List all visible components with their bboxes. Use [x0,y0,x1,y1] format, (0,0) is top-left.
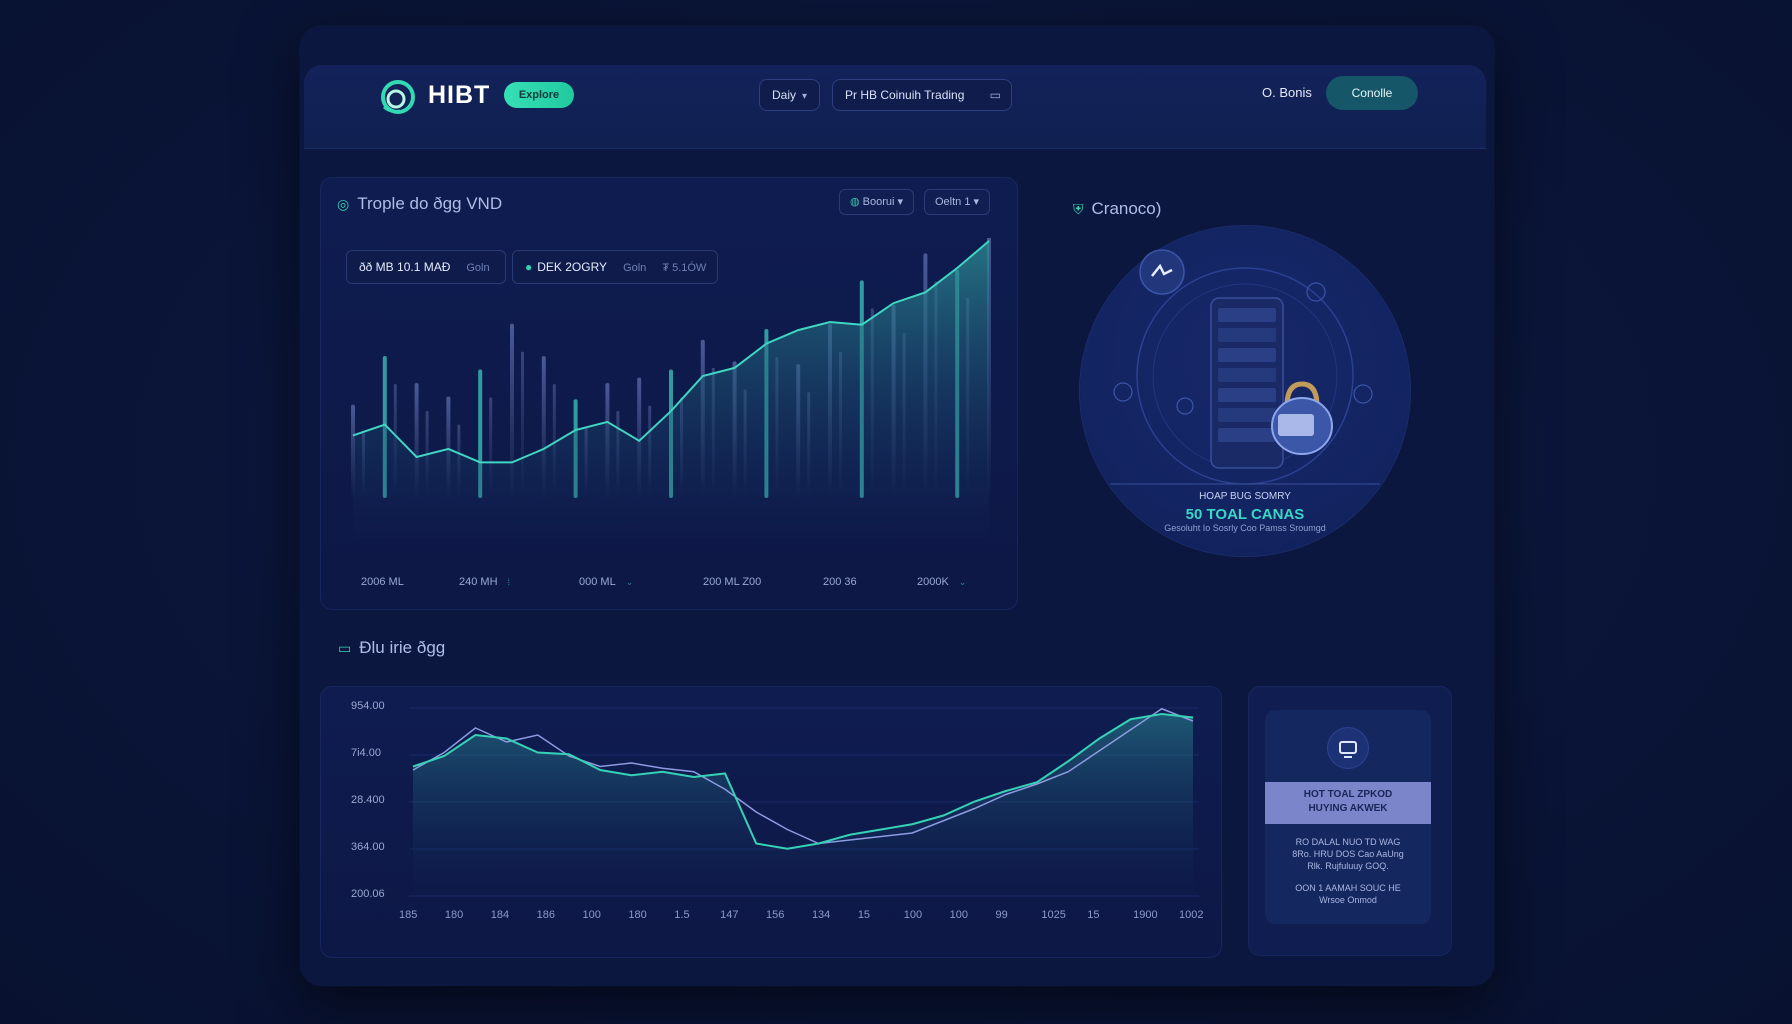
x-tick: 15 [857,909,871,921]
x-tick: 200 ML Z00 [703,576,762,588]
option-select[interactable]: Oeltn 1 ▾ [924,189,991,215]
trend-line-primary [412,712,1194,850]
y-tick: 364.00 [351,841,385,853]
x-tick: 180 [444,909,464,921]
trend-section-title: ▭ Ðlu irie ðgg [338,638,445,658]
x-tick: 100 [903,909,923,921]
x-tick: 15 [1087,909,1100,921]
promo-banner-line: HUYING AKWEK [1308,803,1388,814]
chat-glyph-icon [1339,741,1357,758]
brand-name[interactable]: HIBT [428,81,491,109]
promo-banner-line: HOT TOAL ZPKOD [1303,789,1393,800]
search-text: Pr HB Coinuih Trading [845,88,965,102]
mode-select[interactable]: ◍ Boorui ▾ [839,189,915,215]
x-tick-label: 2000K [917,576,949,588]
chevron-icon: ⁞ [507,577,511,587]
stat-box-volume[interactable]: ðð MB 10.1 MAÐ Goln [346,250,506,284]
promo-text: Wrsoe Onmod [1319,895,1377,905]
top-bar: HIBT Explore Dаiy ▾ Pr HB Coinuih Trading… [304,65,1486,149]
stat-sub: Goln [623,262,647,274]
x-tick: 99 [995,909,1008,921]
stat-extra: ₮ 5.1ÓW [662,262,707,274]
x-tick: 1.5 [674,909,690,921]
security-caption-big: 50 TOAL CANAS [1185,506,1305,523]
x-tick: 134 [811,909,831,921]
price-area-chart[interactable] [349,238,995,568]
x-tick: 100 [949,909,968,921]
promo-text: OON 1 AAMAH SOUC HE [1295,883,1401,893]
x-tick: 147 [720,909,739,921]
timeframe-dropdown[interactable]: Dаiy ▾ [759,79,821,111]
chat-icon: ▭ [989,88,1001,102]
price-chart-panel: ◎ Trople do ðgg VND ◍ Boorui ▾ Oeltn 1 ▾ … [320,177,1018,610]
option-select-label: Oeltn 1 [935,196,971,208]
stat-value: ðð MB 10.1 MAÐ [359,260,451,274]
stat-value: DEK 2OGRY [537,260,608,274]
promo-banner: HOT TOAL ZPKOD HUYING AKWEK [1265,782,1431,824]
y-tick: 28.400 [351,794,385,806]
x-tick: 186 [536,909,555,921]
x-tick: 2006 ML [361,576,404,588]
x-tick: 1900 [1133,909,1158,921]
promo-card[interactable]: HOT TOAL ZPKOD HUYING AKWEK RO DALAL NUO… [1248,686,1452,956]
stat-sub: Goln [466,262,490,274]
x-tick: 1025 [1041,909,1066,921]
promo-text: Rlk. Rujfuluuy GOQ. [1307,861,1389,871]
y-tick: 200.06 [351,888,385,900]
security-caption-note: Gesoluht Io Sosrly Coo Pamss Sroumgd [1164,523,1326,533]
search-box[interactable]: Pr HB Coinuih Trading ▭ [832,79,1012,111]
chevron-down-icon: ⌄ [625,577,634,587]
chart-title: ◎ Trople do ðgg VND [337,194,502,214]
mode-select-label: Boorui [862,196,895,208]
price-area [353,241,989,538]
trend-title-text: Ðlu irie ðgg [359,638,446,657]
signin-link[interactable]: O. Bonis [1262,85,1312,100]
stat-box-change[interactable]: ● DEK 2OGRY Goln ₮ 5.1ÓW [512,250,718,284]
trend-line-chart[interactable] [409,702,1199,902]
chat-icon [1328,728,1368,768]
brand-badge[interactable]: Explore [504,82,574,108]
x-tick: 240 MH ⁞ [459,576,510,588]
x-tick: 156 [766,909,785,921]
connect-button[interactable]: Conolle [1326,76,1418,110]
chevron-down-icon: ▾ [802,91,808,102]
x-tick: 184 [490,909,510,921]
chevron-down-icon: ▾ [897,196,904,208]
shield-icon: ⛨ [1073,201,1084,217]
chevron-down-icon: ▾ [973,196,980,208]
wallet-icon: ▭ [338,640,352,656]
trend-line-secondary [412,707,1194,845]
x-tick: 185 [399,909,418,921]
promo-inner: HOT TOAL ZPKOD HUYING AKWEK RO DALAL NUO… [1265,710,1431,924]
x-tick-label: 240 MH [459,576,498,588]
logo-icon [381,80,415,114]
x-tick: 200 36 [823,576,857,588]
y-tick: 954.00 [351,700,385,712]
status-dot-icon: ● [525,260,533,274]
x-tick: 100 [582,909,601,921]
trend-area [413,714,1193,897]
chevron-down-icon: ⌄ [958,577,967,587]
y-tick: 7i4.00 [351,747,381,759]
volume-bar [510,323,514,498]
app-window: HIBT Explore Dаiy ▾ Pr HB Coinuih Trading… [300,26,1494,986]
promo-text: 8Ro. HRU DOS Cao AaUng [1292,849,1404,859]
x-tick-label: 000 ML [579,576,616,588]
security-title-text: Cranoco) [1091,199,1162,218]
server-lock-illustration [1110,249,1380,485]
globe-icon: ◍ [850,196,860,208]
security-caption-small: HOAP BUG SOMRY [1199,491,1291,502]
promo-text: RO DALAL NUO TD WAG [1295,837,1401,847]
price-line [352,240,990,464]
security-illustration: HOAP BUG SOMRY 50 TOAL CANAS Gesoluht Io… [1080,226,1410,556]
trend-chart-panel: 954.00 7i4.00 28.400 364.00 200.06 185 18… [320,686,1222,958]
x-tick: 180 [628,909,647,921]
x-tick: 2000K ⌄ [917,576,966,588]
x-tick: 000 ML ⌄ [579,576,633,588]
security-title: ⛨ Cranoco) [1073,199,1161,219]
x-tick: 1002 [1179,909,1204,921]
timeframe-label: Dаiy [772,88,797,102]
chart-title-text: Trople do ðgg VND [357,194,503,213]
chart-icon: ◎ [337,196,350,212]
